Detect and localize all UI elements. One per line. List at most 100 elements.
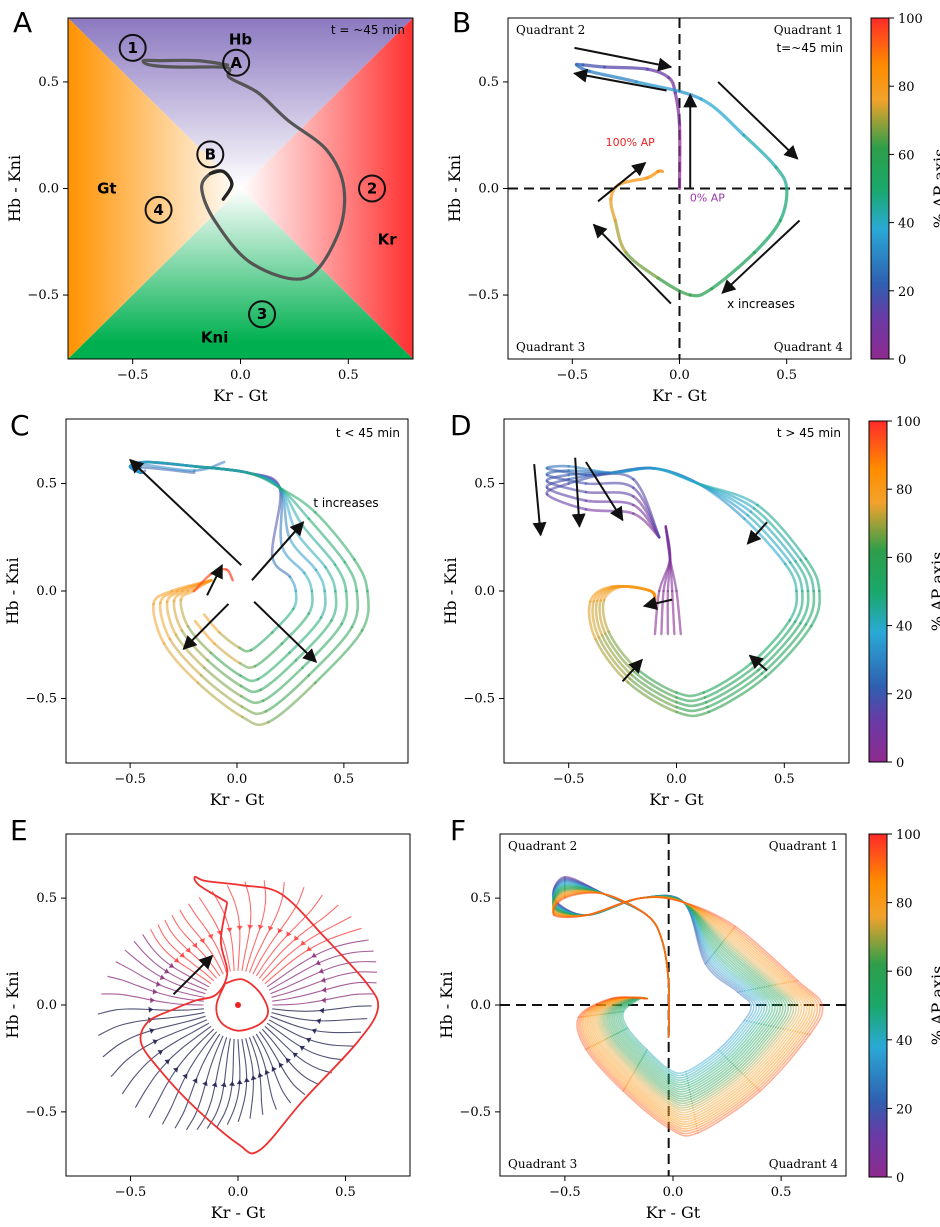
- trajectory: [683, 901, 717, 953]
- trajectory: [718, 945, 768, 988]
- trajectory: [728, 1023, 763, 1062]
- trajectory: [209, 651, 242, 677]
- trajectory: [627, 1081, 670, 1116]
- trajectory: [734, 925, 799, 982]
- trajectory: [749, 510, 797, 563]
- trajectory: [639, 996, 648, 1000]
- trajectory: [585, 1048, 625, 1092]
- trajectory: [728, 932, 788, 984]
- streamline-arrowhead: [267, 925, 274, 932]
- trajectory: [619, 996, 648, 1000]
- x-tick-label: 0.0: [663, 1185, 684, 1200]
- trajectory: [585, 897, 642, 917]
- trajectory: [711, 954, 752, 991]
- trajectory: [779, 1004, 792, 1030]
- trajectory: [722, 940, 774, 987]
- trajectory: [646, 914, 663, 942]
- trajectory: [704, 963, 739, 993]
- streamline-arrowhead: [311, 952, 317, 958]
- trajectory: [246, 471, 282, 490]
- trajectory: [767, 1004, 779, 1027]
- trajectory: [683, 901, 707, 965]
- trajectory: [333, 563, 348, 593]
- y-tick-label: −0.5: [459, 1105, 491, 1120]
- trajectory: [294, 619, 333, 662]
- trajectory: [794, 560, 810, 593]
- trajectory: [632, 1073, 670, 1105]
- trajectory: [579, 1016, 590, 1049]
- trajectory: [589, 997, 620, 1017]
- trajectory: [313, 629, 364, 685]
- trajectory: [585, 897, 642, 917]
- trajectory: [625, 1085, 670, 1123]
- trajectory: [552, 891, 566, 912]
- trajectory: [253, 642, 284, 668]
- trajectory: [758, 1004, 768, 1025]
- arrow: [182, 603, 230, 651]
- x-tick-label: 0.5: [774, 772, 795, 787]
- trajectory: [794, 1004, 808, 1033]
- trajectory: [734, 1025, 772, 1068]
- trajectory: [794, 980, 821, 1006]
- trajectory: [691, 1071, 743, 1107]
- trajectory: [675, 696, 707, 703]
- trajectory: [770, 984, 792, 1006]
- trajectory: [639, 895, 685, 904]
- trajectory: [585, 897, 642, 917]
- trajectory: [661, 940, 670, 985]
- trajectory: [620, 1010, 627, 1030]
- trajectory: [628, 996, 648, 1000]
- trajectory: [616, 997, 637, 1014]
- trajectory: [610, 1012, 618, 1035]
- trajectory: [731, 1024, 767, 1065]
- trajectory: [553, 904, 588, 917]
- trajectory: [585, 897, 642, 917]
- trajectory: [683, 901, 732, 933]
- trajectory: [186, 624, 213, 655]
- trajectory: [564, 884, 605, 895]
- trajectory: [617, 1031, 643, 1060]
- trajectory: [603, 1039, 635, 1074]
- trajectory: [585, 897, 642, 917]
- streamline-arrowhead: [264, 1069, 271, 1076]
- trajectory-stem: [658, 557, 672, 593]
- trajectory: [314, 568, 326, 593]
- trajectory: [603, 893, 648, 917]
- x-tick-label: −0.5: [549, 1185, 581, 1200]
- trajectory: [692, 1073, 744, 1109]
- trajectory: [661, 940, 670, 985]
- trajectory: [646, 914, 663, 942]
- trajectory: [683, 901, 727, 940]
- colorbar: 0 20 40 60 80 100 % AP axis: [868, 415, 940, 771]
- trajectory: [596, 1013, 606, 1041]
- trajectory: [603, 893, 648, 917]
- streamline-arrowhead: [148, 1006, 154, 1013]
- trajectory: [639, 896, 685, 904]
- streamline-arrowhead: [226, 927, 233, 933]
- streamline-arrowhead: [300, 940, 307, 946]
- outer-limit-cycle: [139, 875, 380, 1155]
- streamline-arrowhead: [318, 968, 324, 974]
- trajectory: [598, 599, 607, 635]
- trajectory: [601, 1013, 610, 1039]
- quadrant-label: Quadrant 1: [769, 839, 838, 853]
- trajectory: [667, 1090, 692, 1098]
- trajectory: [591, 1014, 601, 1043]
- trajectory: [667, 1096, 693, 1105]
- trajectory: [622, 996, 648, 1000]
- trajectory: [564, 888, 605, 895]
- trajectory: [639, 1061, 670, 1088]
- trajectory: [553, 907, 588, 917]
- trajectory: [759, 1033, 811, 1092]
- trajectory: [564, 891, 605, 897]
- trajectory: [552, 882, 566, 904]
- trajectory: [633, 1070, 670, 1101]
- trajectory: [553, 913, 588, 918]
- trajectory: [683, 901, 719, 950]
- trajectory: [661, 940, 670, 985]
- colorbar-tick-label: 40: [898, 217, 915, 232]
- trajectory: [639, 896, 685, 904]
- trajectory: [801, 1004, 816, 1034]
- trajectory: [584, 1015, 595, 1047]
- trajectory: [683, 901, 723, 944]
